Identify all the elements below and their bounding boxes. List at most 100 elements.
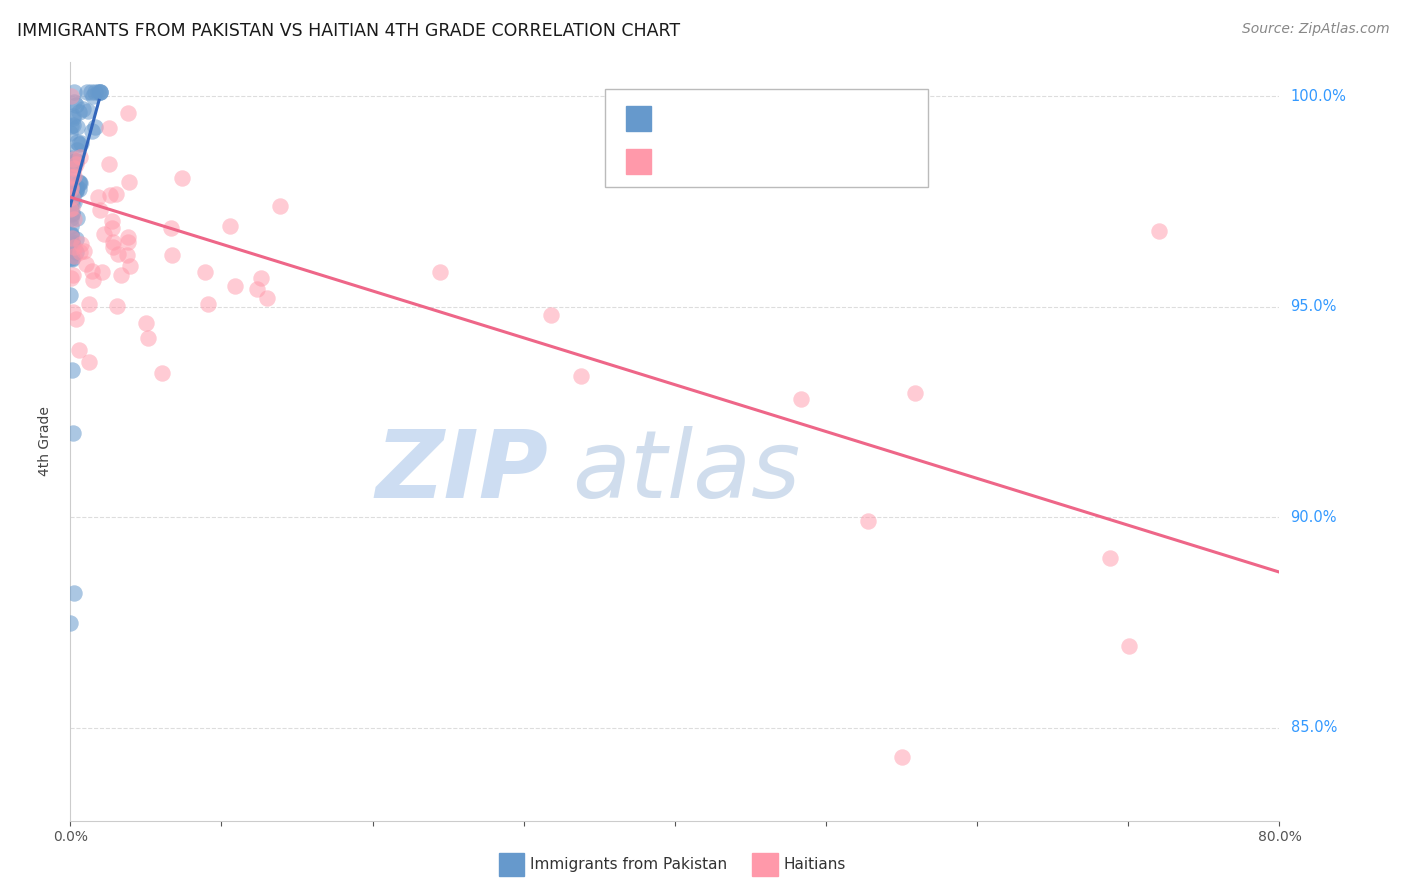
Point bbox=[65, 232, 87, 246]
Point bbox=[110, 268, 132, 282]
Point bbox=[82, 89, 104, 103]
Point bbox=[904, 386, 927, 401]
Point bbox=[197, 296, 219, 310]
Point bbox=[90, 265, 112, 279]
Point bbox=[70, 136, 93, 150]
Point bbox=[72, 244, 94, 258]
Point bbox=[62, 161, 84, 176]
Point bbox=[65, 245, 87, 260]
Point bbox=[60, 251, 83, 265]
Point bbox=[89, 85, 111, 99]
Text: atlas: atlas bbox=[572, 426, 800, 517]
Point bbox=[60, 236, 83, 251]
Point bbox=[66, 143, 89, 157]
Point bbox=[89, 203, 111, 218]
Point bbox=[59, 175, 82, 189]
Point bbox=[62, 111, 84, 125]
Point bbox=[790, 392, 813, 407]
Point bbox=[67, 104, 90, 119]
Text: 100.0%: 100.0% bbox=[1291, 88, 1347, 103]
Point bbox=[60, 155, 83, 169]
Point bbox=[105, 299, 128, 313]
Point bbox=[104, 187, 127, 202]
Point bbox=[67, 137, 90, 152]
Point bbox=[160, 221, 183, 235]
Point bbox=[218, 219, 240, 234]
Point bbox=[98, 188, 121, 202]
Point bbox=[60, 271, 83, 285]
Point bbox=[107, 247, 129, 261]
Point bbox=[62, 118, 84, 132]
Point bbox=[66, 120, 89, 134]
Point bbox=[429, 265, 451, 279]
Point bbox=[117, 235, 139, 249]
Point bbox=[63, 195, 86, 210]
Y-axis label: 4th Grade: 4th Grade bbox=[38, 407, 52, 476]
Point bbox=[80, 85, 103, 99]
Point bbox=[76, 85, 98, 99]
Point bbox=[60, 219, 83, 234]
Point bbox=[62, 85, 84, 99]
Text: 95.0%: 95.0% bbox=[1291, 299, 1337, 314]
Point bbox=[93, 227, 115, 241]
Point bbox=[63, 249, 86, 263]
Text: 90.0%: 90.0% bbox=[1291, 510, 1337, 524]
Point bbox=[83, 120, 105, 134]
Point bbox=[84, 85, 107, 99]
Point bbox=[60, 155, 83, 169]
Point bbox=[67, 176, 90, 190]
Point bbox=[75, 257, 97, 271]
Point bbox=[59, 179, 82, 194]
Point bbox=[224, 279, 246, 293]
Point bbox=[69, 245, 91, 260]
Point bbox=[62, 169, 84, 184]
Point bbox=[60, 194, 83, 209]
Point bbox=[60, 190, 83, 204]
Point bbox=[82, 273, 104, 287]
Point bbox=[60, 211, 83, 225]
Point bbox=[59, 89, 82, 103]
Point bbox=[62, 268, 84, 282]
Point bbox=[118, 175, 141, 189]
Point bbox=[80, 124, 103, 138]
Text: R = -0.458   N = 74: R = -0.458 N = 74 bbox=[662, 153, 839, 170]
Point bbox=[66, 136, 89, 150]
Point bbox=[256, 291, 278, 305]
Point bbox=[65, 153, 87, 168]
Point bbox=[60, 157, 83, 171]
Point bbox=[59, 227, 82, 242]
Point bbox=[60, 231, 83, 245]
Point bbox=[77, 354, 100, 368]
Point bbox=[103, 235, 125, 250]
Point bbox=[65, 178, 87, 193]
Point bbox=[60, 235, 83, 250]
Point bbox=[63, 181, 86, 195]
Point bbox=[62, 152, 84, 166]
Point bbox=[65, 157, 87, 171]
Point bbox=[65, 184, 87, 198]
Point bbox=[150, 367, 173, 381]
Point bbox=[65, 183, 87, 197]
Point bbox=[250, 271, 273, 285]
Point bbox=[72, 102, 94, 116]
Point bbox=[60, 188, 83, 202]
Point bbox=[59, 288, 82, 302]
Point bbox=[120, 259, 142, 273]
Point bbox=[569, 369, 592, 384]
Point bbox=[62, 426, 84, 441]
Point bbox=[59, 615, 82, 630]
Point bbox=[77, 297, 100, 311]
Point bbox=[65, 211, 87, 226]
Point bbox=[856, 514, 879, 528]
Point bbox=[59, 252, 82, 266]
Point bbox=[1118, 639, 1140, 653]
Point bbox=[60, 206, 83, 220]
Point bbox=[890, 750, 912, 764]
Point bbox=[62, 239, 84, 253]
Point bbox=[246, 282, 269, 296]
Point bbox=[65, 154, 87, 169]
Point bbox=[1147, 224, 1170, 238]
Point bbox=[60, 120, 83, 134]
Point bbox=[60, 201, 83, 215]
Point bbox=[136, 331, 159, 345]
